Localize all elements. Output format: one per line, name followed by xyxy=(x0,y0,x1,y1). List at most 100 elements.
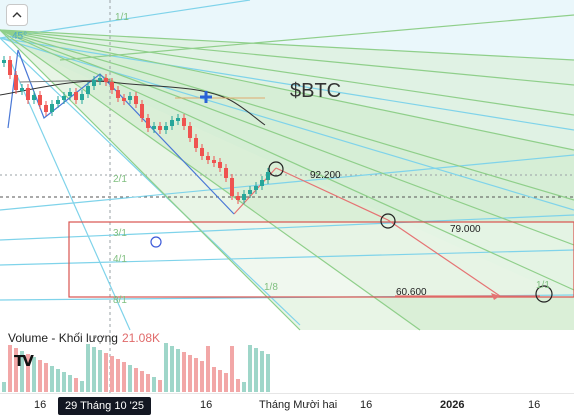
candle-body xyxy=(38,95,42,105)
volume-bar xyxy=(176,349,180,392)
volume-bar xyxy=(50,366,54,392)
volume-bar xyxy=(74,378,78,392)
candle-body xyxy=(230,178,234,196)
volume-bar xyxy=(8,345,12,392)
time-tick: 16 xyxy=(360,399,373,411)
candle-body xyxy=(2,60,6,63)
volume-bar xyxy=(62,372,66,392)
price-label-79000: 79.000 xyxy=(450,224,481,235)
fib-label-1-8: 1/8 xyxy=(264,282,278,293)
candle-body xyxy=(242,194,246,200)
candle-body xyxy=(176,118,180,121)
candle-body xyxy=(224,168,228,178)
volume-bar xyxy=(212,367,216,392)
candle-body xyxy=(248,190,252,194)
volume-bar xyxy=(254,348,258,392)
fib-label-4-1: 4/1 xyxy=(113,254,127,265)
volume-bar xyxy=(266,354,270,392)
candle-body xyxy=(98,78,102,81)
cross-marker xyxy=(200,91,212,103)
volume-bar xyxy=(116,359,120,392)
candle-body xyxy=(170,120,174,126)
candle-body xyxy=(212,160,216,163)
fib-label-8-1: 8/1 xyxy=(113,295,127,306)
volume-value: 21.08K xyxy=(121,331,161,345)
volume-bar xyxy=(134,368,138,392)
volume-bar xyxy=(242,382,246,392)
volume-bar xyxy=(188,355,192,392)
volume-bar xyxy=(194,358,198,392)
projection-path xyxy=(233,167,540,297)
candle-body xyxy=(152,126,156,129)
target-box xyxy=(68,221,574,298)
candle-body xyxy=(104,78,108,82)
target-circle-2 xyxy=(380,213,396,229)
volume-bar xyxy=(122,362,126,392)
angle-label: 45° xyxy=(12,31,28,42)
volume-bar xyxy=(80,381,84,392)
volume-bar xyxy=(32,357,36,392)
candle-body xyxy=(74,92,78,100)
volume-bar xyxy=(44,363,48,392)
volume-bar xyxy=(200,361,204,392)
volume-bar xyxy=(92,347,96,392)
candle-body xyxy=(182,118,186,126)
candle-body xyxy=(260,180,264,186)
candle-body xyxy=(122,98,126,101)
volume-bar xyxy=(218,370,222,392)
volume-bar xyxy=(146,374,150,392)
candle-body xyxy=(128,96,132,100)
volume-bar xyxy=(248,345,252,392)
fib-label-3-1: 3/1 xyxy=(113,228,127,239)
candle-body xyxy=(14,75,18,90)
target-circle-3 xyxy=(535,285,553,303)
price-label-60600: 60.600 xyxy=(396,287,427,298)
volume-bar xyxy=(86,344,90,392)
time-tick-year: 2026 xyxy=(440,399,465,411)
candle-body xyxy=(266,172,270,180)
volume-bar xyxy=(170,346,174,392)
volume-bar xyxy=(2,382,6,392)
candle-body xyxy=(236,196,240,200)
volume-bar xyxy=(140,371,144,392)
moving-average xyxy=(0,80,266,126)
collapse-toggle-button[interactable] xyxy=(6,4,28,26)
candle-body xyxy=(86,86,90,94)
volume-bar xyxy=(182,352,186,392)
chevron-up-icon xyxy=(12,12,22,18)
fib-label-1-1-right: 1/1 xyxy=(536,280,550,291)
candle-body xyxy=(188,126,192,138)
volume-bar xyxy=(20,351,24,392)
candle-body xyxy=(26,88,30,100)
time-axis[interactable]: 16 29 Tháng 10 '25 16 Tháng Mười hai 16 … xyxy=(0,393,574,419)
candle-body xyxy=(8,60,12,75)
green-fan-lines xyxy=(0,14,574,331)
volume-bar xyxy=(152,377,156,392)
candle-body xyxy=(92,80,96,86)
target-circle-1 xyxy=(268,161,284,177)
candle-body xyxy=(68,92,72,96)
candle-body xyxy=(158,126,162,130)
candle-body xyxy=(32,95,36,100)
candle-body xyxy=(50,104,54,112)
candle-body xyxy=(56,100,60,104)
candle-body xyxy=(194,138,198,148)
volume-bar xyxy=(98,350,102,392)
volume-bar xyxy=(56,369,60,392)
time-tick: 16 xyxy=(200,399,213,411)
blue-fan-lines xyxy=(0,0,574,331)
volume-bar xyxy=(206,346,210,392)
volume-bar xyxy=(230,346,234,392)
candle-body xyxy=(62,96,66,100)
volume-bar xyxy=(110,356,114,392)
volume-bar xyxy=(104,353,108,392)
price-label-92200: 92.200 xyxy=(310,170,341,181)
volume-bar xyxy=(224,373,228,392)
time-tick: 16 xyxy=(528,399,541,411)
candle-body xyxy=(206,156,210,160)
fib-label-2-1: 2/1 xyxy=(113,174,127,185)
candle-body xyxy=(134,96,138,104)
candle-body xyxy=(116,90,120,98)
